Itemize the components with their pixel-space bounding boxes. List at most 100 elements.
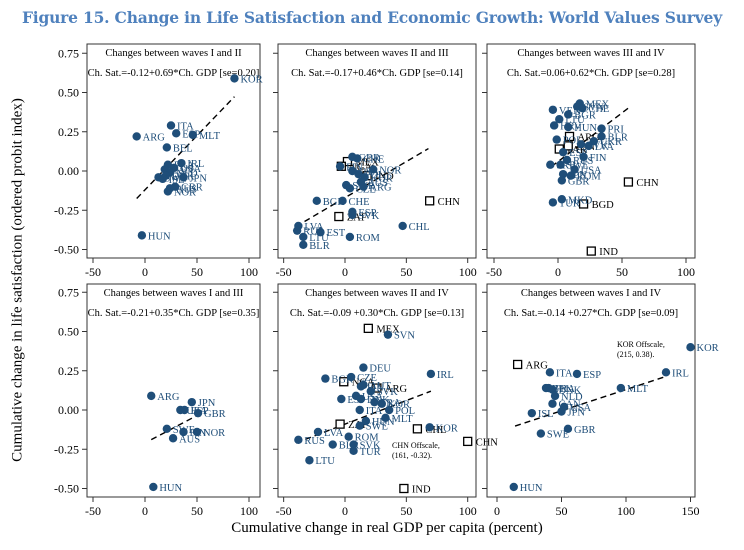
- point-dot-mlt: [381, 413, 390, 423]
- point-dot-ita: [545, 368, 555, 377]
- point-dot-rus: [294, 435, 303, 445]
- point-dot-hun: [137, 231, 147, 240]
- point-label: GBR: [358, 153, 380, 164]
- point-label: POL: [364, 170, 384, 181]
- point-dot-ltu: [305, 456, 314, 465]
- point-label: NGA: [349, 162, 372, 173]
- point-dot-cze: [345, 184, 355, 193]
- point-dot-esp: [172, 129, 181, 138]
- point-dot-svn: [383, 330, 393, 339]
- point-label: BLR: [309, 241, 329, 252]
- point-square-arg: [564, 131, 575, 142]
- point-label: MLT: [391, 414, 413, 425]
- point-label: SVN: [583, 103, 604, 114]
- fit-line: [136, 96, 235, 199]
- point-label: ROM: [355, 433, 380, 444]
- point-dot-irl: [426, 369, 436, 379]
- point-dot-bgr: [312, 196, 321, 206]
- point-dot-isl: [158, 174, 167, 184]
- y-tick-label: -0.50: [54, 243, 79, 257]
- panel-equation: Ch. Sat.=-0.14 +0.27*Ch. GDP [se=0.09]: [504, 308, 678, 319]
- point-label: DNK: [367, 395, 390, 406]
- x-tick-label: 50: [616, 265, 628, 279]
- y-tick-label: 0.25: [58, 364, 79, 378]
- panel-equation: Ch. Sat.=-0.21+0.35*Ch. GDP [se=0.35]: [88, 308, 260, 319]
- fit-line: [150, 414, 199, 441]
- y-tick-label: 0.50: [58, 325, 79, 339]
- point-label: SVK: [358, 211, 379, 222]
- point-label: JPN: [198, 398, 216, 409]
- point-dot-usa: [570, 165, 579, 174]
- point-dot-ven: [548, 105, 558, 114]
- point-label: SVN: [394, 331, 415, 342]
- point-label: PAK: [567, 145, 587, 156]
- point-label: ARG: [143, 132, 166, 143]
- point-dot-can: [548, 399, 557, 408]
- point-dot-jpn: [179, 173, 188, 182]
- point-label: KOR: [240, 74, 262, 85]
- point-label: SVK: [360, 441, 381, 452]
- y-tick-label: 0.00: [58, 164, 79, 178]
- point-dot-bel: [162, 143, 172, 152]
- point-dot-mlt: [188, 130, 198, 140]
- point-dot-blr: [299, 240, 308, 249]
- point-dot-fin: [179, 427, 188, 437]
- point-label: HUN: [574, 123, 597, 134]
- x-tick-label: 100: [677, 265, 695, 279]
- point-label: RUS: [303, 227, 324, 238]
- x-tick-label: -50: [85, 265, 101, 279]
- point-dot-irl: [661, 368, 671, 377]
- point-dot-rom: [345, 232, 355, 242]
- point-label: KOR: [388, 400, 410, 411]
- point-label: BGD: [592, 200, 615, 211]
- point-square-ind: [586, 246, 596, 256]
- point-label: MEX: [355, 158, 379, 169]
- point-label: LTU: [309, 233, 329, 244]
- panel-frame-6: [486, 283, 696, 498]
- point-dot-che: [338, 196, 347, 206]
- point-label: BLR: [339, 441, 359, 452]
- point-dot-pol: [552, 135, 561, 144]
- point-dot-irl: [177, 158, 186, 168]
- point-label: LVA: [304, 222, 324, 233]
- point-label: GBR: [204, 409, 226, 420]
- point-label: ISL: [169, 175, 185, 186]
- point-label: FRA: [555, 384, 576, 395]
- point-dot-swe: [536, 429, 546, 438]
- point-label: SRB: [556, 161, 576, 172]
- panel-frame-4: [86, 283, 261, 498]
- y-tick-label: -0.50: [54, 482, 79, 496]
- point-label: ARG: [526, 360, 549, 371]
- point-label: HUN: [159, 483, 182, 494]
- point-label: UKR: [600, 137, 622, 148]
- point-label: GBR: [181, 183, 203, 194]
- panel-title: Changes between waves I and IV: [521, 288, 662, 299]
- x-tick-label: 0: [342, 504, 348, 518]
- point-label: ARG: [385, 384, 408, 395]
- point-label: CHL: [425, 425, 446, 436]
- point-dot-cze: [346, 372, 356, 382]
- point-label: IRL: [437, 370, 454, 381]
- point-dot-rus: [292, 226, 302, 235]
- point-square-chn: [463, 436, 473, 447]
- point-square-chn: [425, 196, 435, 206]
- panel-frame-2: [277, 43, 477, 259]
- point-label: ZAF: [347, 213, 367, 224]
- point-label: JPN: [189, 173, 207, 184]
- point-label: NLD: [176, 169, 198, 180]
- x-tick-label: -50: [85, 504, 101, 518]
- point-label: USA: [358, 167, 379, 178]
- point-label: NOR: [174, 187, 196, 198]
- point-label: SWE: [547, 430, 569, 441]
- point-dot-bgr: [321, 374, 330, 383]
- point-label: DEU: [369, 364, 391, 375]
- point-dot-nor: [369, 165, 378, 174]
- point-dot-hun: [509, 482, 518, 492]
- point-square-idn: [563, 141, 573, 151]
- point-label: MEX: [586, 99, 610, 110]
- point-label: NOR: [203, 428, 225, 439]
- panel-equation: Ch. Sat.=0.06+0.62*Ch. GDP [se=0.28]: [507, 68, 675, 79]
- point-square-zaf: [334, 211, 344, 222]
- x-tick-label: 0: [142, 265, 148, 279]
- point-label: FRA: [174, 161, 195, 172]
